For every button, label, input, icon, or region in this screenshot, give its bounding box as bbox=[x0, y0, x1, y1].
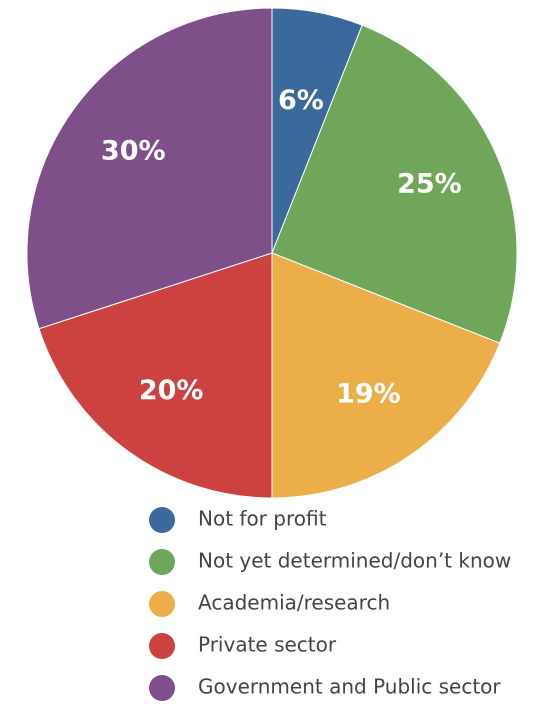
data-label: 6% bbox=[278, 85, 324, 116]
data-label: 19% bbox=[336, 378, 401, 409]
data-label: 30% bbox=[101, 136, 166, 167]
pie-slice bbox=[271, 252, 501, 499]
pie-slice bbox=[38, 252, 273, 499]
data-label: 20% bbox=[139, 375, 204, 406]
legend-swatch bbox=[149, 507, 175, 533]
legend-label: Government and Public sector bbox=[198, 675, 501, 699]
pie-slice bbox=[271, 24, 518, 344]
legend-swatch bbox=[149, 633, 175, 659]
legend-swatch bbox=[149, 675, 175, 701]
legend-label: Academia/research bbox=[198, 591, 390, 615]
legend-label: Private sector bbox=[198, 633, 337, 657]
legend-label: Not for profit bbox=[198, 507, 327, 531]
legend-label: Not yet determined/don’t know bbox=[198, 549, 511, 573]
legend-swatch bbox=[149, 591, 175, 617]
pie-slice bbox=[26, 7, 273, 330]
legend-swatch bbox=[149, 549, 175, 575]
data-label: 25% bbox=[397, 168, 462, 199]
